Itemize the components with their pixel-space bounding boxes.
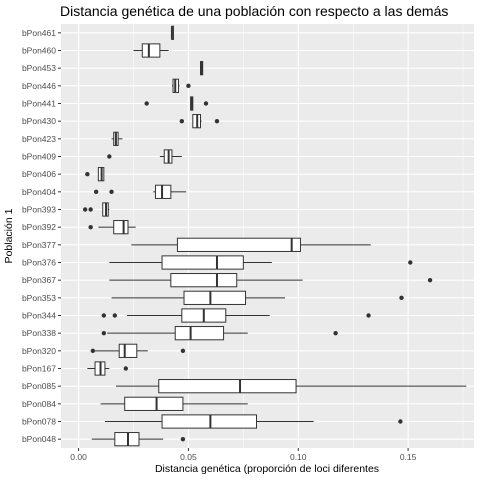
outlier-point (88, 207, 93, 212)
box-bPon392 (88, 220, 136, 235)
outlier-point (398, 419, 403, 424)
box-bPon167 (87, 361, 129, 376)
outlier-point (88, 224, 93, 230)
iqr-box (161, 255, 244, 270)
y-tick-label: bPon367 (22, 275, 56, 285)
box-bPon453 (199, 61, 204, 76)
outlier-point (180, 348, 186, 354)
box-bPon409 (107, 149, 182, 164)
y-tick-label: bPon338 (22, 328, 56, 338)
box-layer (82, 25, 467, 447)
iqr-box (183, 290, 247, 305)
iqr-box (113, 220, 129, 235)
y-tick-label: bPon406 (22, 169, 56, 179)
outlier-point (101, 313, 107, 318)
box-bPon423 (111, 131, 123, 146)
box-bPon404 (93, 184, 187, 199)
box-bPon367 (109, 273, 433, 288)
box-bPon377 (131, 237, 371, 252)
box-bPon441 (144, 96, 209, 111)
outlier-point (203, 101, 209, 106)
y-tick-label: bPon423 (22, 134, 56, 144)
outlier-point (93, 189, 99, 195)
y-tick-label: bPon078 (22, 417, 56, 427)
y-tick-label: bPon084 (22, 399, 56, 409)
box-bPon078 (104, 414, 403, 429)
outlier-point (427, 277, 433, 283)
iqr-box (176, 237, 301, 252)
y-tick-label: bPon167 (22, 364, 56, 374)
y-tick-label: bPon441 (22, 99, 56, 109)
outlier-point (399, 295, 404, 301)
outlier-point (333, 330, 338, 336)
x-tick-label: 0.00 (70, 452, 87, 462)
iqr-box (154, 184, 172, 199)
outlier-point (214, 118, 220, 124)
iqr-box (158, 379, 297, 394)
box-bPon393 (82, 202, 110, 217)
box-bPon376 (109, 255, 413, 270)
y-tick-label: bPon446 (22, 81, 56, 91)
y-tick-label: bPon353 (22, 293, 56, 303)
box-bPon048 (91, 432, 186, 447)
y-tick-label: bPon393 (22, 205, 56, 215)
box-bPon338 (101, 326, 338, 341)
x-axis-label: Distancia genética (proporción de loci d… (155, 463, 379, 475)
box-bPon460 (133, 43, 169, 58)
outlier-point (408, 260, 413, 265)
box-bPon344 (101, 308, 371, 323)
x-tick-label: 0.10 (290, 452, 307, 462)
iqr-box (124, 396, 184, 411)
y-tick-labels: bPon461 bPon460 bPon453 bPon446 bPon441 bPon4… (22, 28, 61, 444)
box-bPon085 (115, 379, 467, 394)
y-tick-label: bPon344 (22, 311, 56, 321)
iqr-box (118, 343, 138, 358)
y-tick-label: bPon085 (22, 381, 56, 391)
outlier-point (85, 171, 90, 177)
outlier-point (179, 118, 185, 124)
y-tick-label: bPon453 (22, 63, 56, 73)
iqr-box (141, 43, 161, 58)
outlier-point (144, 101, 149, 106)
outlier-point (82, 207, 88, 212)
box-bPon446 (171, 78, 191, 93)
outlier-point (180, 436, 186, 442)
y-tick-label: bPon048 (22, 434, 56, 444)
outlier-point (366, 313, 371, 318)
outlier-point (107, 154, 112, 159)
y-tick-label: bPon430 (22, 116, 56, 126)
y-tick-label: bPon404 (22, 187, 56, 197)
box-bPon084 (100, 396, 248, 411)
iqr-box (114, 432, 140, 447)
y-tick-label: bPon392 (22, 222, 56, 232)
box-bPon430 (179, 114, 220, 129)
outlier-point (112, 313, 118, 318)
plot-panel (61, 24, 474, 448)
y-tick-label: bPon377 (22, 240, 56, 250)
y-tick-label: bPon376 (22, 258, 56, 268)
iqr-box (174, 326, 225, 341)
y-tick-label: bPon460 (22, 46, 56, 56)
box-bPon320 (90, 343, 186, 358)
chart-title: Distancia genética de una población con … (60, 3, 448, 19)
iqr-box (161, 414, 258, 429)
box-bPon406 (85, 167, 105, 182)
y-tick-label: bPon461 (22, 28, 56, 38)
y-tick-label: bPon320 (22, 346, 56, 356)
outlier-point (90, 348, 96, 354)
outlier-point (109, 189, 114, 195)
x-tick-labels: 0.00 0.05 0.10 0.15 (70, 448, 417, 462)
y-axis-label: Población 1 (3, 208, 15, 263)
iqr-box (170, 273, 238, 288)
box-bPon353 (111, 290, 404, 305)
outlier-point (101, 330, 107, 336)
outlier-point (123, 366, 129, 371)
y-tick-label: bPon409 (22, 152, 56, 162)
box-bPon461 (170, 25, 174, 40)
outlier-point (186, 83, 191, 89)
x-tick-label: 0.05 (180, 452, 197, 462)
x-tick-label: 0.15 (400, 452, 417, 462)
